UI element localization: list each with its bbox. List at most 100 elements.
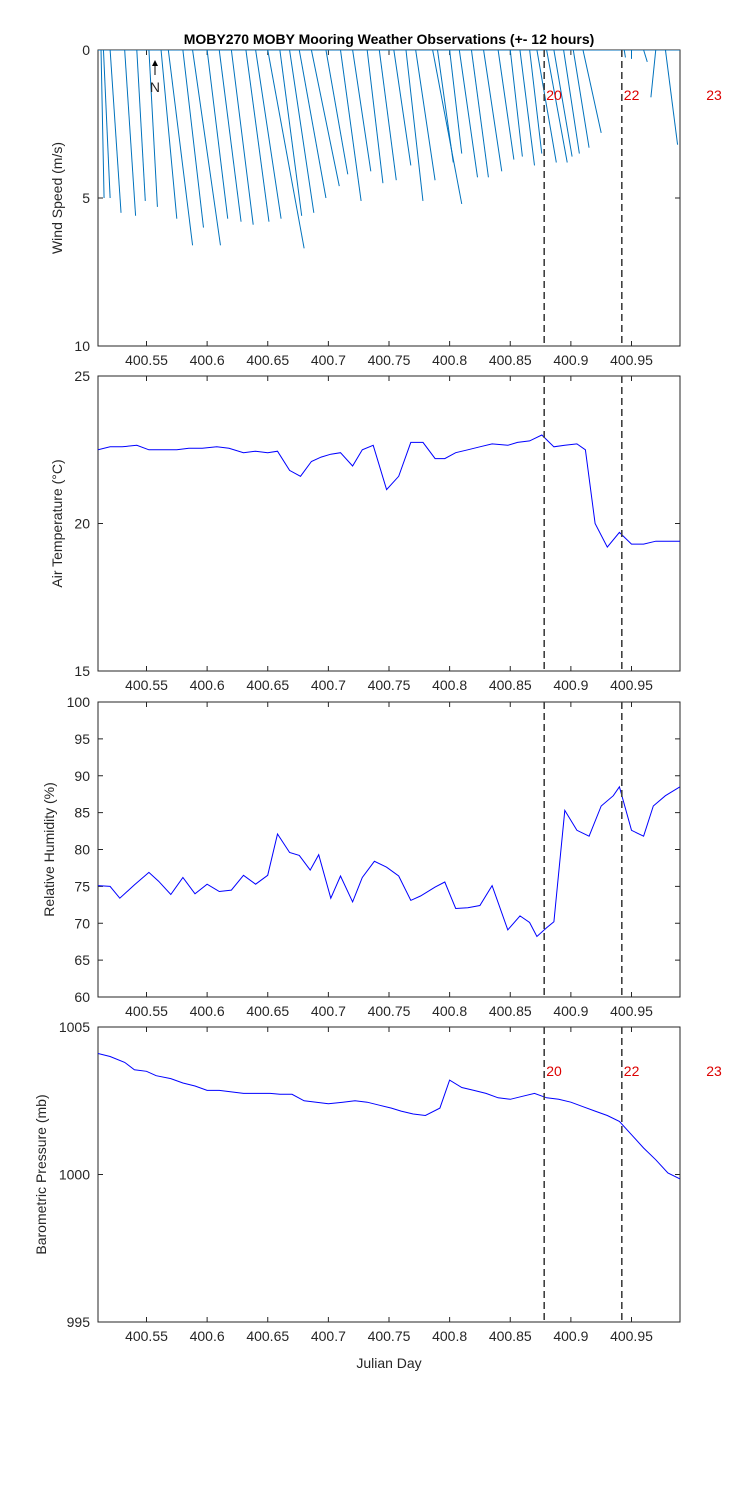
humidity-y-tick-label: 80 (74, 842, 90, 858)
wind-stick (298, 50, 327, 199)
wind-stick (102, 50, 111, 199)
pressure-x-tick-label: 400.9 (553, 1328, 588, 1344)
wind-y-tick-label: 5 (82, 190, 90, 206)
wind-stick (148, 50, 158, 207)
wind-stick (643, 50, 648, 62)
panel-humidity: 400.55 400.6 400.65 400.7 400.75 400.8 400.85 4… (41, 694, 681, 1019)
pressure-y-tick-label: 1000 (59, 1167, 90, 1183)
humidity-y-tick-label: 65 (74, 952, 90, 968)
wind-stick (483, 50, 503, 172)
humidity-series-line (98, 785, 680, 938)
humidity-y-tick-label: 95 (74, 731, 90, 747)
wind-stick (352, 50, 372, 172)
wind-stick (109, 50, 122, 213)
wind-stick (230, 50, 254, 225)
north-label: N (150, 79, 160, 95)
wind-stick (325, 50, 349, 175)
humidity-x-tick-label: 400.85 (489, 1003, 532, 1019)
pressure-y-tick-label: 1005 (59, 1019, 90, 1035)
panel-pressure: 400.55 400.6 400.65 400.7 400.75 400.8 400.85 4… (33, 1019, 722, 1344)
wind-stick (458, 50, 479, 178)
wind-stick (167, 50, 194, 246)
wind-x-tick-label: 400.9 (553, 352, 588, 368)
wind-y-tick-label: 0 (82, 42, 90, 58)
wind-stick (572, 50, 590, 148)
pressure-x-tick-label: 400.7 (311, 1328, 346, 1344)
wind-stick (218, 50, 242, 222)
humidity-y-tick-label: 90 (74, 768, 90, 784)
pressure-axes-box (97, 1026, 681, 1323)
air-temp-x-tick-label: 400.6 (190, 677, 225, 693)
wind-stick (519, 50, 535, 166)
north-arrow-head-icon (151, 60, 158, 66)
wind-data (98, 50, 680, 249)
humidity-y-tick-label: 60 (74, 989, 90, 1005)
wind-x-tick-label: 400.8 (432, 352, 467, 368)
wind-x-tick-label: 400.95 (610, 352, 653, 368)
wind-y-axis-label: Wind Speed (m/s) (49, 142, 65, 254)
wind-stick (449, 50, 463, 154)
air-temp-x-tick-label: 400.65 (246, 677, 289, 693)
wind-y-tick-label: 10 (74, 338, 90, 354)
hour-label: 20 (546, 1063, 562, 1079)
humidity-y-tick-label: 70 (74, 915, 90, 931)
wind-x-tick-label: 400.55 (125, 352, 168, 368)
wind-x-tick-label: 400.6 (190, 352, 225, 368)
wind-stick (432, 50, 463, 205)
wind-stick (267, 50, 305, 249)
humidity-x-tick-label: 400.8 (432, 1003, 467, 1019)
pressure-y-tick-label: 995 (67, 1314, 91, 1330)
panel-wind: 400.55 400.6 400.65 400.7 400.75 400.8 400.85 4… (49, 42, 722, 368)
wind-stick (582, 50, 602, 133)
wind-x-tick-label: 400.7 (311, 352, 346, 368)
pressure-data (98, 1053, 680, 1180)
figure-title: MOBY270 MOBY Mooring Weather Observation… (184, 31, 595, 47)
wind-stick (650, 50, 657, 98)
humidity-y-tick-label: 75 (74, 878, 90, 894)
pressure-x-tick-label: 400.8 (432, 1328, 467, 1344)
humidity-x-tick-label: 400.7 (311, 1003, 346, 1019)
humidity-y-tick-label: 100 (67, 694, 91, 710)
pressure-series-line (98, 1053, 680, 1180)
air-temp-x-tick-label: 400.55 (125, 677, 168, 693)
humidity-x-tick-label: 400.9 (553, 1003, 588, 1019)
pressure-x-tick-label: 400.75 (368, 1328, 411, 1344)
humidity-x-tick-label: 400.55 (125, 1003, 168, 1019)
pressure-x-tick-label: 400.65 (246, 1328, 289, 1344)
wind-stick (563, 50, 580, 154)
wind-x-tick-label: 400.65 (246, 352, 289, 368)
air-temp-y-tick-label: 20 (74, 516, 90, 532)
wind-stick (497, 50, 515, 160)
wind-stick (623, 50, 626, 58)
wind-stick (509, 50, 523, 157)
wind-stick (378, 50, 397, 181)
x-axis-label: Julian Day (356, 1355, 421, 1371)
wind-stick (470, 50, 489, 178)
air-temp-y-axis-label: Air Temperature (°C) (49, 459, 65, 587)
humidity-data (98, 785, 680, 938)
wind-stick (245, 50, 270, 222)
humidity-x-tick-label: 400.75 (368, 1003, 411, 1019)
wind-stick (405, 50, 424, 202)
humidity-y-axis-label: Relative Humidity (%) (41, 782, 57, 917)
wind-stick (100, 50, 105, 199)
wind-stick (255, 50, 282, 219)
wind-stick (192, 50, 221, 246)
wind-stick (279, 50, 303, 216)
hour-label: 23 (706, 1063, 722, 1079)
wind-stick (124, 50, 137, 216)
wind-x-tick-label: 400.85 (489, 352, 532, 368)
air-temp-series-line (98, 434, 680, 549)
wind-stick (553, 50, 573, 157)
pressure-x-tick-label: 400.85 (489, 1328, 532, 1344)
wind-stick (437, 50, 454, 163)
air-temp-x-tick-label: 400.95 (610, 677, 653, 693)
air-temp-x-tick-label: 400.8 (432, 677, 467, 693)
pressure-y-axis-label: Barometric Pressure (mb) (33, 1094, 49, 1254)
humidity-x-tick-label: 400.95 (610, 1003, 653, 1019)
pressure-x-tick-label: 400.55 (125, 1328, 168, 1344)
air-temp-x-tick-label: 400.9 (553, 677, 588, 693)
wind-stick (340, 50, 362, 202)
wind-stick (160, 50, 178, 219)
